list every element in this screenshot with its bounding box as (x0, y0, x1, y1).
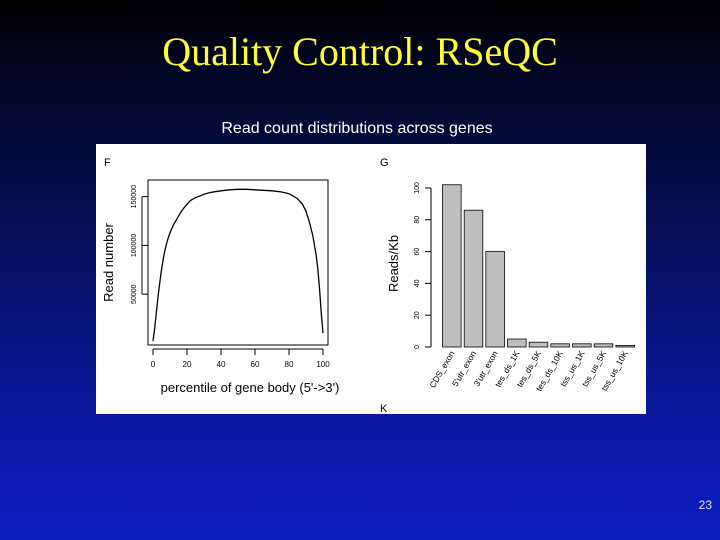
slide-subtitle: Read count distributions across genes (221, 120, 493, 137)
panel-f-y-tick-label: 150000 (131, 185, 138, 208)
panel-f-x-tick-label: 60 (251, 360, 260, 369)
panel-g-bar (528, 341, 549, 348)
panel-f-x-tick-label: 0 (151, 360, 156, 369)
figure-svg: F 0 20 40 60 80 100 50000 100000 150000 percentile… (101, 157, 635, 414)
slide-number: 23 (698, 498, 712, 512)
panel-g-bar (550, 343, 570, 348)
panel-k-letter: K (380, 403, 388, 414)
panel-f-x-tick-label: 80 (285, 360, 294, 369)
panel-g-letter: G (380, 157, 389, 169)
panel-f-x-tick-label: 20 (183, 360, 192, 369)
panel-f-series-line (152, 188, 324, 342)
panel-g-bar (593, 343, 614, 348)
panel-g-y-tick-label: 0 (414, 345, 421, 349)
panel-g-y-tick-label: 40 (414, 279, 421, 287)
panel-g-bar (463, 209, 484, 348)
panel-g-y-tick-label: 60 (414, 248, 421, 256)
panel-f-y-tick-label: 50000 (131, 284, 138, 304)
panel-g-y-tick-label: 100 (414, 182, 421, 194)
panel-g-bar (442, 184, 462, 348)
panel-f-plot-box (147, 179, 329, 346)
panel-f-letter: F (104, 157, 111, 169)
panel-g-y-tick-label: 20 (414, 311, 421, 319)
panel-g-ylabel: Reads/Kb (386, 235, 401, 292)
panel-g-bar (572, 343, 592, 348)
panel-f-y-tick-label: 100000 (131, 234, 138, 257)
panel-f-x-tick-label: 40 (217, 360, 226, 369)
panel-f-x-tick-label: 100 (316, 360, 330, 369)
panel-f-xlabel: percentile of gene body (5'->3') (161, 380, 340, 395)
panel-f-ylabel: Read number (101, 222, 116, 301)
panel-g-bar (507, 338, 527, 348)
panel-g-bar (485, 251, 505, 348)
figure-panel: F 0 20 40 60 80 100 50000 100000 150000 percentile… (96, 144, 646, 414)
slide-title: Quality Control: RSeQC (162, 29, 558, 74)
panel-g-y-tick-label: 80 (414, 216, 421, 224)
panel-g-bar (615, 345, 635, 348)
